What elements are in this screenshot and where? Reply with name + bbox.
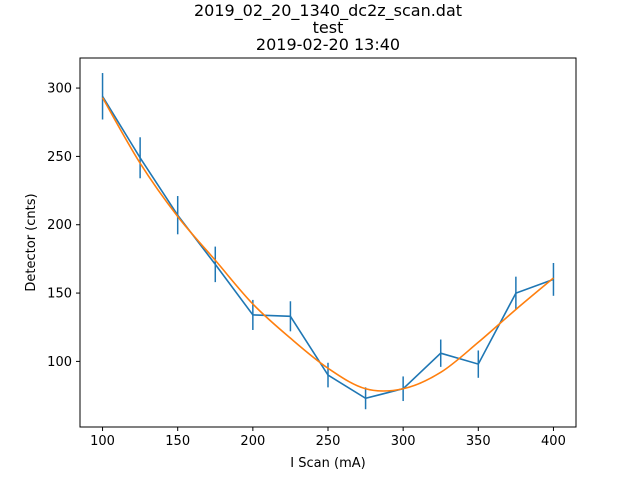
y-tick-label: 300 <box>47 82 72 97</box>
chart-title-line: test <box>313 18 344 37</box>
chart-title-line: 2019_02_20_1340_dc2z_scan.dat <box>194 1 462 21</box>
x-axis-ticks: 100 150 200 250 300 350 400 <box>90 427 566 449</box>
x-tick-label: 150 <box>165 434 190 449</box>
y-tick-label: 150 <box>47 287 72 302</box>
x-tick-label: 300 <box>391 434 416 449</box>
x-tick-label: 250 <box>316 434 341 449</box>
data-series-line <box>101 95 554 400</box>
y-tick-label: 100 <box>47 355 72 370</box>
x-tick-label: 100 <box>90 434 115 449</box>
chart-title-line: 2019-02-20 13:40 <box>256 35 400 54</box>
y-tick-label: 250 <box>47 150 72 165</box>
y-axis-label: Detector (cnts) <box>24 193 39 291</box>
x-tick-label: 400 <box>541 434 566 449</box>
y-tick-label: 200 <box>47 218 72 233</box>
y-axis-ticks: 100 150 200 250 300 <box>47 82 80 370</box>
fit-curve-line <box>101 97 554 392</box>
chart-title-block: 2019_02_20_1340_dc2z_scan.dattest2019-02… <box>194 1 462 54</box>
x-axis-label: I Scan (mA) <box>290 456 365 471</box>
x-tick-label: 200 <box>240 434 265 449</box>
x-tick-label: 350 <box>466 434 491 449</box>
plot-area <box>79 57 577 428</box>
